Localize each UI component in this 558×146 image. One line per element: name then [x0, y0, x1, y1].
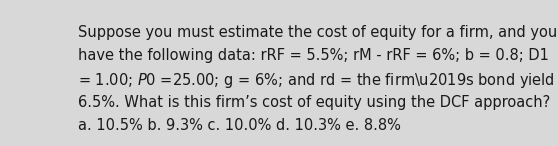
Text: Suppose you must estimate the cost of equity for a firm, and you: Suppose you must estimate the cost of eq…	[78, 25, 557, 40]
Text: = 1.00; $\mathit{P}$0 =25.00; g = 6%; and rd = the firm\u2019s bond yield =: = 1.00; $\mathit{P}$0 =25.00; g = 6%; an…	[78, 72, 558, 91]
Text: a. 10.5% b. 9.3% c. 10.0% d. 10.3% e. 8.8%: a. 10.5% b. 9.3% c. 10.0% d. 10.3% e. 8.…	[78, 118, 401, 133]
Text: have the following data: rRF = 5.5%; rM - rRF = 6%; b = 0.8; D1: have the following data: rRF = 5.5%; rM …	[78, 48, 549, 63]
Text: 6.5%. What is this firm’s cost of equity using the DCF approach?: 6.5%. What is this firm’s cost of equity…	[78, 94, 550, 110]
